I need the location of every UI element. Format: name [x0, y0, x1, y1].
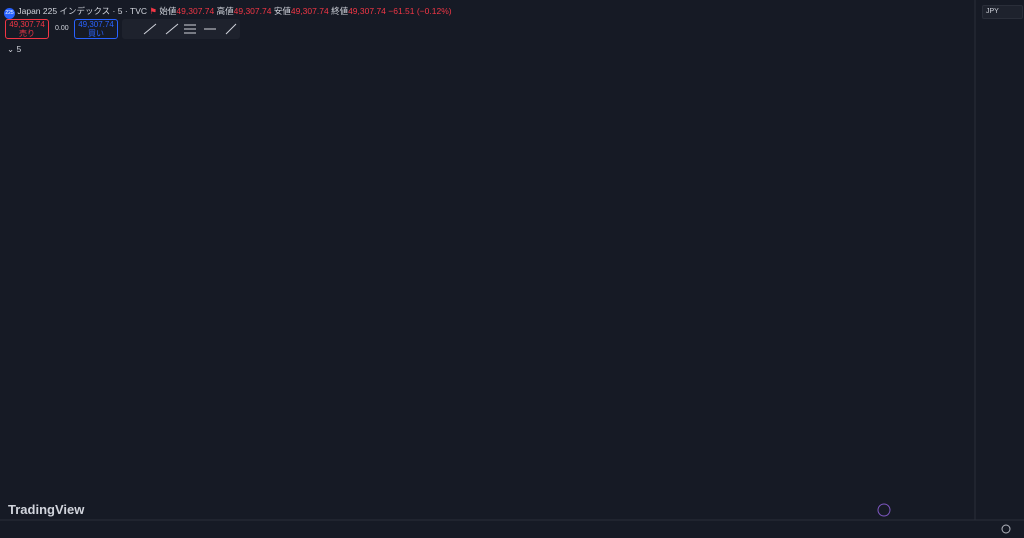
logo: TradingView [8, 502, 85, 517]
toolbar-icons [143, 23, 237, 35]
buy-button[interactable]: 49,307.74 買い [74, 19, 118, 39]
symbol-title: Japan 225 インデックス · 5 · TVC [17, 6, 148, 16]
close-value: 49,307.74 [348, 6, 386, 16]
settings-icon[interactable] [1001, 524, 1011, 534]
high-value: 49,307.74 [233, 6, 272, 16]
sell-label: 売り [19, 29, 35, 38]
indicator[interactable]: ⌄ 5 [7, 44, 22, 54]
sell-button[interactable]: 49,307.74 売り [5, 19, 49, 39]
buy-price: 49,307.74 [78, 20, 114, 29]
drawing-toolbar[interactable] [122, 19, 240, 39]
nav-icon[interactable] [877, 503, 891, 517]
high-label: 高値 [216, 6, 234, 16]
sell-price: 49,307.74 [9, 20, 45, 29]
buy-label: 買い [88, 29, 104, 38]
time-axis [0, 520, 1024, 538]
price-axis [975, 0, 1024, 538]
symbol-row: 225 Japan 225 インデックス · 5 · TVC ⚑ 始値49,30… [4, 5, 452, 19]
low-value: 49,307.74 [290, 6, 329, 16]
close-label: 終値 [331, 6, 349, 16]
open-value: 49,307.74 [176, 6, 215, 16]
open-label: 始値 [159, 6, 177, 16]
spread: 0.00 [55, 25, 69, 32]
indicator-length: 5 [16, 44, 22, 54]
symbol-badge: 225 [4, 8, 15, 19]
currency[interactable]: JPY [982, 5, 1023, 19]
low-label: 安値 [273, 6, 291, 16]
change: −61.51 (−0.12%) [388, 6, 452, 16]
